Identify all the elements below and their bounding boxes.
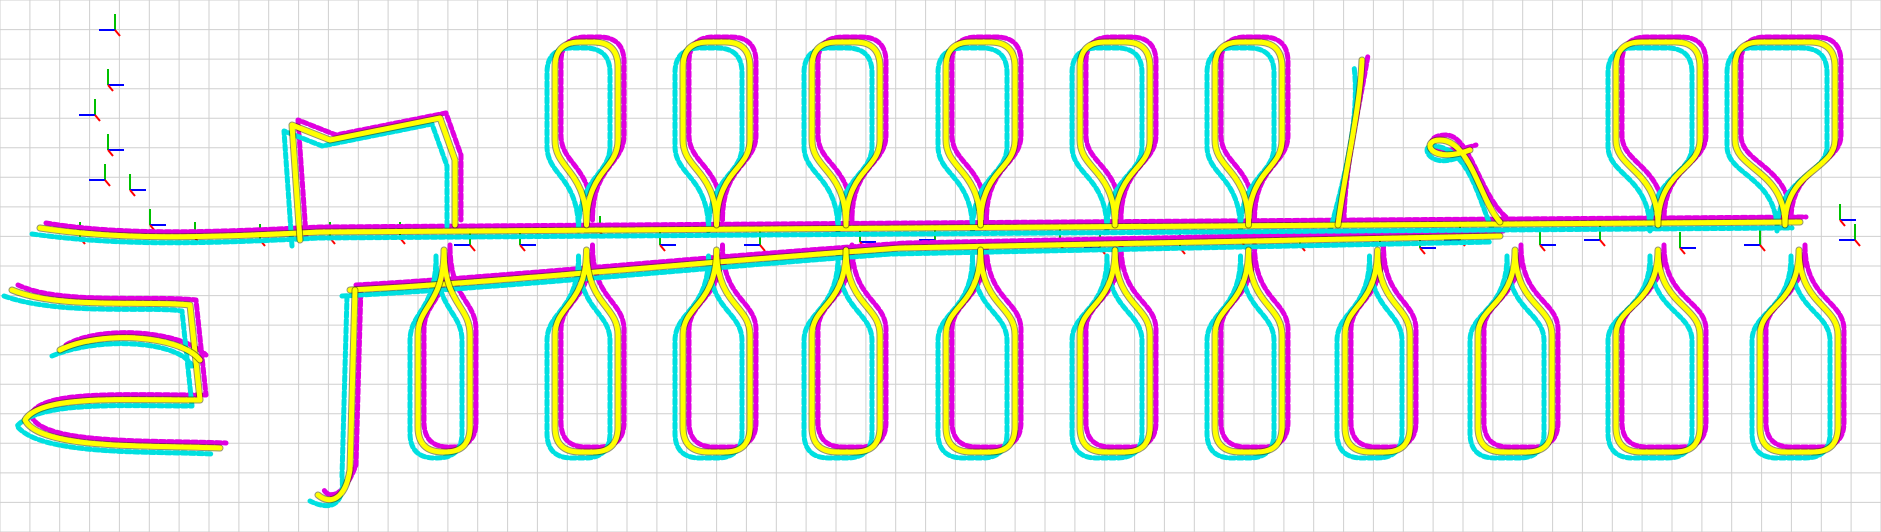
trajectory-segment	[1077, 39, 1153, 228]
frame-axis-x	[107, 149, 114, 157]
trajectory-segment	[281, 121, 450, 249]
pose-frame-marker	[1744, 229, 1766, 252]
frame-axis-x	[1759, 244, 1766, 252]
trajectory-segment	[1335, 57, 1365, 228]
pose-frame-marker	[1839, 224, 1861, 247]
pose-frame-marker	[107, 69, 124, 92]
trajectory-segment	[552, 247, 621, 455]
trajectory-segment	[1424, 143, 1495, 231]
trajectory-segment	[315, 287, 358, 503]
frame-axis-x	[1539, 244, 1546, 252]
trajectory-segment	[809, 39, 883, 228]
frame-axis-x	[1599, 239, 1606, 247]
frame-axis-x	[104, 179, 111, 187]
trajectory-segment	[943, 39, 1018, 228]
trajectory-segment	[1732, 39, 1838, 228]
trajectory-segment	[1, 293, 215, 457]
trajectory-segment	[9, 287, 223, 451]
trajectory-segment	[15, 282, 229, 446]
frame-axis-x	[659, 244, 666, 252]
trajectory-segment	[1613, 247, 1703, 455]
trajectory-segment	[1212, 247, 1285, 455]
trajectory-segment	[407, 253, 465, 461]
trajectory-segment	[1077, 247, 1153, 455]
trajectory-segment	[289, 115, 458, 243]
frame-axis-x	[519, 244, 526, 252]
frame-axis-x	[94, 114, 101, 122]
frame-axis-x	[759, 244, 766, 252]
trajectory-segment	[49, 341, 195, 369]
trajectory-segment	[347, 233, 1503, 293]
pose-frame-marker	[89, 164, 111, 187]
trajectory-segment	[1427, 137, 1503, 225]
frame-axis-x	[1854, 239, 1861, 247]
trajectory-segment	[57, 335, 203, 363]
trajectory-segment	[37, 219, 1803, 240]
frame-axis-x	[114, 29, 121, 37]
frame-axis-x	[1679, 247, 1686, 255]
pose-frame-marker	[107, 134, 124, 157]
trajectory-segment	[1757, 247, 1841, 455]
pose-frame-marker	[129, 174, 146, 197]
frame-axis-x	[107, 84, 114, 92]
frame-axis-x	[129, 189, 136, 197]
trajectory-segment	[1613, 39, 1703, 228]
pose-frame-marker	[1839, 204, 1856, 227]
trajectory-segment	[1212, 39, 1285, 228]
frame-axis-x	[1419, 247, 1426, 255]
frame-axis-x	[1839, 219, 1846, 227]
trajectory-segment	[680, 247, 753, 455]
trajectory-segment	[307, 293, 350, 509]
trajectory-segment	[353, 228, 1509, 288]
trajectory-ground-truth	[8, 38, 1842, 504]
frame-axis-x	[469, 244, 476, 252]
trajectory-segment	[680, 39, 753, 228]
pose-frame-marker	[1679, 232, 1696, 255]
trajectory-segment	[943, 247, 1018, 455]
trajectory-segment	[415, 247, 473, 455]
pose-frame-marker	[79, 99, 101, 122]
trajectory-segment	[339, 239, 1495, 299]
pose-frame-marker	[99, 14, 121, 37]
trajectory-segment	[809, 247, 883, 455]
trajectory-segment	[1475, 247, 1555, 455]
trajectory-segment	[1342, 247, 1413, 455]
trajectory-segment	[552, 39, 621, 228]
